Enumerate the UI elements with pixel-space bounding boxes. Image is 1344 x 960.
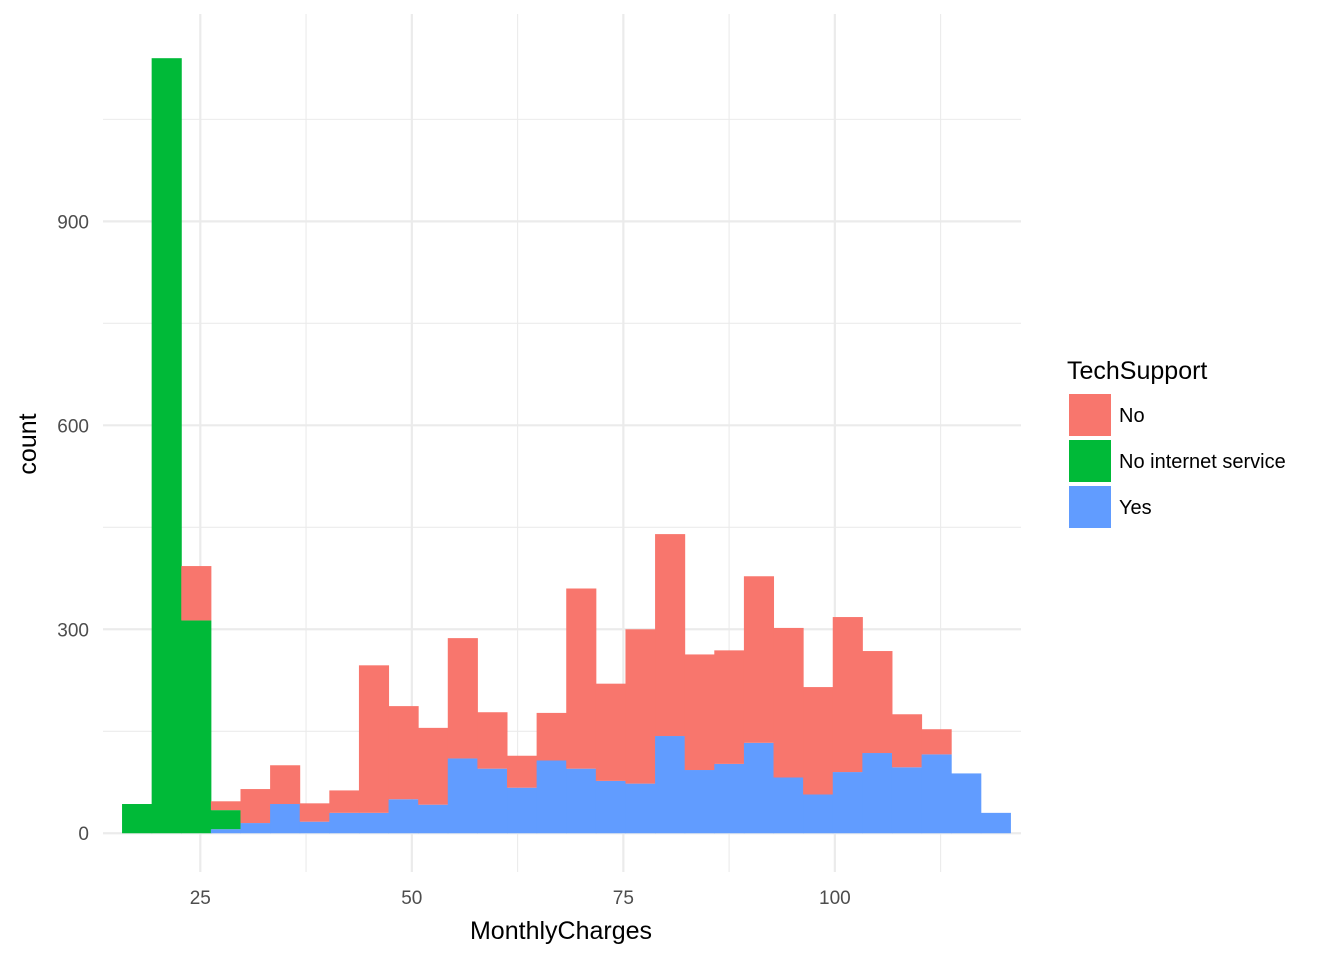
bar-no [921,729,952,755]
legend-key-no [1069,394,1111,436]
bar-no [714,650,745,764]
y-tick-label: 0 [78,824,89,845]
legend-key-no-internet-service [1069,440,1111,482]
bar-no [477,712,508,769]
grid-lines [103,14,1021,872]
bar-yes [655,736,686,834]
bar-no [684,654,715,771]
bar-yes [270,804,301,834]
x-tick-label: 50 [401,888,422,909]
legend-label: No internet service [1119,451,1286,473]
bar-yes [477,768,508,834]
bar-no [299,803,330,822]
bar-no [270,765,301,805]
bar-no [625,629,656,784]
legend-key-yes [1069,486,1111,528]
legend-label: No [1119,405,1145,427]
y-tick-label: 300 [57,620,89,641]
bar-yes [980,812,1011,834]
x-axis-title: MonthlyCharges [470,917,652,945]
bar-no-internet-service [122,804,153,834]
bar-no [832,617,863,773]
bar-yes [951,773,982,834]
bar-yes [418,804,449,834]
bar-yes [566,768,597,834]
bar-no [891,714,923,768]
bar-no [181,566,212,621]
bar-yes [329,812,360,834]
bar-yes [240,823,271,834]
bar-yes [447,758,478,834]
bar-yes [684,770,715,834]
y-axis-ticks: 0 300 600 900 [57,212,89,845]
bar-no [358,665,390,813]
bar-yes [773,777,804,834]
bar-yes [862,753,893,834]
bar-no [329,790,360,813]
bar-yes [507,787,538,834]
bar-no [743,576,775,743]
y-tick-label: 600 [57,416,89,437]
bar-yes [299,821,330,834]
bar-no [418,727,449,805]
bar-no-internet-service [210,810,241,830]
legend-label: Yes [1119,497,1152,519]
bar-no [595,683,626,781]
bar-no [388,706,419,800]
bar-yes [891,767,923,834]
bar-no [536,712,567,761]
bar-yes [832,772,863,834]
bar-yes [210,829,241,834]
x-axis-ticks: 25 50 75 100 [190,888,851,909]
bar-yes [803,794,834,834]
bar-yes [536,760,567,834]
y-axis-title: count [14,413,42,474]
bar-no-internet-service [181,620,212,834]
legend: TechSupport No No internet service Yes [1067,357,1286,528]
bar-no [566,588,597,769]
x-tick-label: 100 [819,888,851,909]
bar-yes [625,783,656,834]
bar-no [507,755,538,788]
bar-yes [358,812,390,834]
x-tick-label: 25 [190,888,211,909]
y-tick-label: 900 [57,212,89,233]
bar-no [862,651,893,754]
bar-yes [388,799,419,834]
bar-yes [921,754,952,834]
bar-no [240,789,271,824]
bar-no-internet-service [151,58,182,834]
bar-no [447,638,478,759]
bar-no [773,627,804,778]
histogram-bars [122,58,1011,834]
bar-no [655,534,686,737]
bar-no [803,687,834,795]
legend-title: TechSupport [1067,357,1207,385]
x-tick-label: 75 [613,888,634,909]
bar-yes [743,742,775,834]
bar-yes [714,763,745,834]
bar-no [210,801,241,811]
bar-yes [595,780,626,834]
